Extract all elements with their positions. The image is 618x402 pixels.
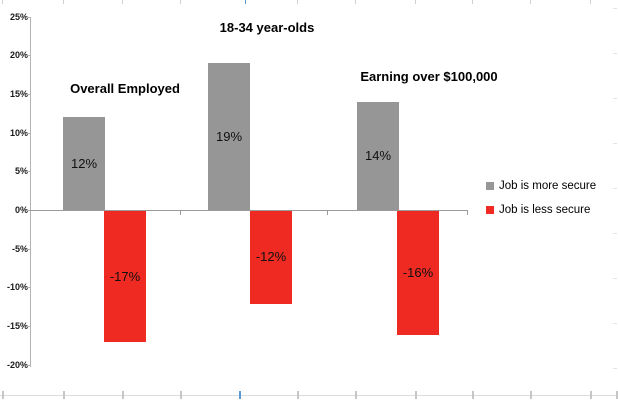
gridline-dot-right <box>613 323 617 324</box>
y-tick-label: -15% <box>6 320 28 331</box>
y-tick-mark <box>26 133 30 134</box>
gridline-tick-bottom <box>63 391 65 399</box>
gridline-dot-right <box>613 143 617 144</box>
gridline-tick-bottom <box>239 391 241 399</box>
bar-job-more-secure <box>63 117 105 210</box>
zero-baseline-tick <box>467 210 468 215</box>
y-tick-label: -20% <box>6 359 28 370</box>
y-tick-mark <box>26 55 30 56</box>
y-tick-label: 15% <box>9 89 28 99</box>
y-tick-mark <box>26 365 30 366</box>
zero-baseline <box>30 210 468 211</box>
gridline-tick-bottom <box>472 391 474 399</box>
zero-baseline-tick <box>180 210 181 215</box>
category-label-18-34-year-olds: 18-34 year-olds <box>219 20 315 35</box>
y-axis-line <box>30 17 31 367</box>
gridline-tick-bottom <box>122 391 124 399</box>
y-tick-mark <box>26 171 30 172</box>
bar-job-less-secure <box>104 211 146 343</box>
gridline-tick-top <box>245 0 246 4</box>
category-label-overall-employed: Overall Employed <box>70 81 180 96</box>
gridline-dot-right <box>613 368 617 369</box>
gridline-tick-top <box>122 0 123 4</box>
y-tick-label: 20% <box>9 50 28 61</box>
gridline-dot-right <box>613 98 617 99</box>
gridline-dot-right <box>613 233 617 234</box>
gridline-tick-top <box>297 0 298 4</box>
y-tick-label: -5% <box>11 243 28 254</box>
gridline-tick-top <box>472 0 473 4</box>
gridline-tick-bottom <box>590 391 592 399</box>
y-tick-label: 0% <box>14 205 28 215</box>
bar-value-label: -16% <box>402 264 434 280</box>
y-tick-mark <box>26 94 30 95</box>
y-tick-mark <box>26 326 30 327</box>
bar-value-label: 19% <box>215 128 243 144</box>
legend-label-job-less-secure: Job is less secure <box>499 203 591 216</box>
gridline-tick-bottom <box>415 391 417 399</box>
gridline-tick-bottom <box>355 391 357 399</box>
gridline-tick-bottom <box>2 391 4 399</box>
zero-baseline-tick <box>327 210 328 215</box>
bar-value-label: 12% <box>70 155 98 171</box>
gridline-tick-top <box>415 0 416 4</box>
legend-swatch-gray-icon <box>486 181 494 190</box>
gridline-dot-right <box>613 53 617 54</box>
bar-job-less-secure <box>250 211 292 304</box>
gridline-tick-bottom <box>297 391 299 399</box>
gridline-tick-top <box>355 0 356 4</box>
gridline-tick-top <box>530 0 531 4</box>
gridline-bottom <box>0 395 618 396</box>
gridline-tick-top <box>180 0 181 4</box>
y-tick-label: 5% <box>14 166 28 177</box>
gridline-tick-top <box>590 0 591 4</box>
gridline-dot-right <box>613 188 617 189</box>
bar-job-more-secure <box>357 101 399 210</box>
y-tick-mark <box>26 249 30 250</box>
legend-item-job-more-secure: Job is more secure <box>486 178 596 193</box>
gridline-tick-top <box>2 0 3 4</box>
bar-value-label: 14% <box>364 147 392 163</box>
category-label-earning-over-100000: Earning over $100,000 <box>360 69 498 84</box>
gridline-tick-top <box>63 0 64 4</box>
y-tick-mark <box>26 17 30 18</box>
y-tick-label: 25% <box>9 11 28 22</box>
legend-swatch-red-icon <box>486 205 494 214</box>
y-tick-label: 10% <box>9 127 28 138</box>
gridline-tick-bottom <box>616 391 618 399</box>
bar-value-label: -12% <box>255 249 287 265</box>
gridline-dot-right <box>613 8 617 9</box>
gridline-tick-bottom <box>180 391 182 399</box>
gridline-dot-right <box>613 278 617 279</box>
legend-item-job-less-secure: Job is less secure <box>486 202 596 217</box>
bar-job-less-secure <box>397 211 439 335</box>
legend: Job is more secure Job is less secure <box>486 178 596 226</box>
y-tick-mark <box>26 210 30 211</box>
bar-job-more-secure <box>208 63 250 210</box>
gridline-tick-bottom <box>530 391 532 399</box>
y-tick-label: -10% <box>6 282 28 293</box>
y-tick-mark <box>26 287 30 288</box>
bar-value-label: -17% <box>109 268 141 284</box>
legend-label-job-more-secure: Job is more secure <box>499 179 597 192</box>
